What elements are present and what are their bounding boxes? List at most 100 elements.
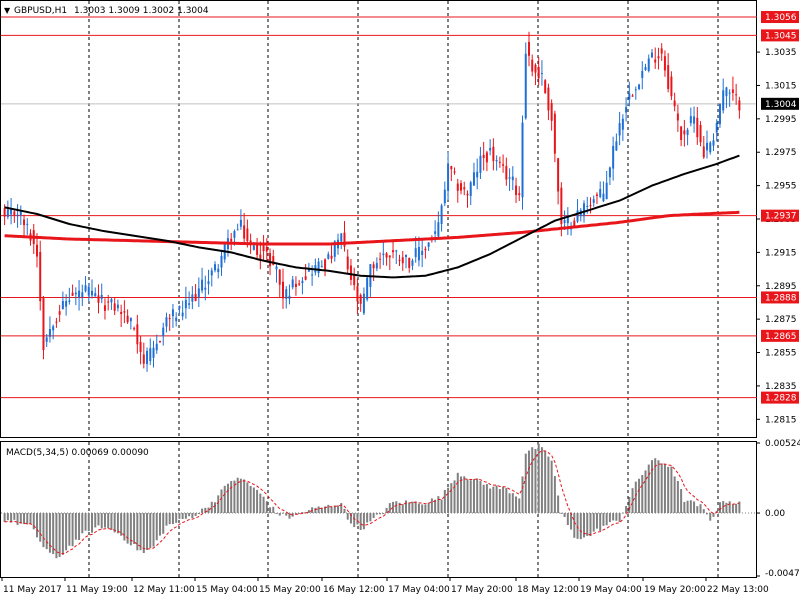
candle-body bbox=[58, 311, 61, 315]
ma-fast-line bbox=[4, 154, 740, 279]
macd-bar bbox=[550, 460, 553, 514]
candle-body bbox=[583, 203, 586, 217]
macd-bar bbox=[485, 484, 488, 514]
macd-bar bbox=[605, 513, 608, 526]
macd-bar bbox=[676, 481, 679, 514]
candle-body bbox=[81, 292, 84, 298]
macd-bar bbox=[505, 488, 508, 514]
macd-bar bbox=[385, 507, 388, 514]
candle-body bbox=[667, 65, 670, 89]
macd-bar bbox=[592, 513, 595, 532]
level-lines[interactable] bbox=[1, 16, 757, 399]
macd-bar bbox=[472, 479, 475, 514]
macd-bar bbox=[424, 504, 427, 514]
macd-bar bbox=[197, 513, 200, 515]
macd-bar bbox=[379, 513, 382, 515]
candle-body bbox=[592, 199, 595, 203]
macd-bar bbox=[647, 464, 650, 514]
price-axis: 1.30351.30151.29951.29751.29551.29351.29… bbox=[756, 11, 800, 579]
macd-bar bbox=[184, 513, 187, 519]
collapse-triangle-icon[interactable]: ▼ bbox=[4, 6, 11, 15]
level-price-tag-label: 1.3045 bbox=[765, 31, 797, 41]
macd-bar bbox=[706, 513, 709, 515]
macd-bar bbox=[599, 513, 602, 531]
price-tick-label: 1.2895 bbox=[765, 282, 797, 292]
macd-bar bbox=[498, 489, 501, 514]
macd-bar bbox=[408, 502, 411, 514]
candle-body bbox=[317, 261, 320, 274]
macd-bar bbox=[544, 450, 547, 514]
candle-body bbox=[278, 269, 281, 285]
macd-bar bbox=[52, 513, 55, 555]
macd-bar bbox=[139, 513, 142, 551]
candle-body bbox=[379, 258, 382, 260]
candle-body bbox=[492, 146, 495, 161]
candle-body bbox=[718, 104, 721, 125]
grid-layer bbox=[1, 1, 756, 577]
ohlc-values: 1.3003 1.3009 1.3002 1.3004 bbox=[74, 6, 209, 16]
macd-bar bbox=[718, 502, 721, 514]
candle-body bbox=[686, 129, 689, 135]
time-tick-label: 18 May 12:00 bbox=[517, 585, 579, 595]
macd-bar bbox=[68, 513, 71, 546]
candle-body bbox=[168, 318, 171, 320]
level-price-tag bbox=[761, 29, 799, 42]
macd-bar bbox=[246, 482, 249, 514]
candle-body bbox=[74, 292, 77, 295]
candle-body bbox=[307, 268, 310, 272]
macd-bar bbox=[466, 479, 469, 514]
macd-bar bbox=[492, 486, 495, 514]
candle-body bbox=[706, 142, 709, 151]
macd-bar bbox=[680, 489, 683, 514]
time-tick-label: 17 May 20:00 bbox=[451, 585, 513, 595]
candle-body bbox=[233, 231, 236, 238]
candle-body bbox=[207, 281, 210, 285]
candle-body bbox=[414, 248, 417, 258]
macd-bar bbox=[155, 513, 158, 541]
candle-body bbox=[537, 67, 540, 79]
macd-bar bbox=[683, 501, 686, 514]
candle-body bbox=[116, 304, 119, 309]
candle-body bbox=[518, 193, 521, 196]
candle-body bbox=[181, 312, 184, 317]
time-tick-label: 11 May 19:00 bbox=[66, 585, 128, 595]
candle-body bbox=[634, 89, 637, 91]
candle-body bbox=[304, 276, 307, 280]
macd-bar bbox=[97, 513, 100, 526]
macd-bar bbox=[618, 513, 621, 522]
macd-bar bbox=[181, 513, 184, 520]
macd-bar bbox=[489, 488, 492, 514]
candle-body bbox=[243, 225, 246, 239]
candle-body bbox=[388, 255, 391, 258]
macd-bar bbox=[502, 486, 505, 514]
macd-bar bbox=[45, 513, 48, 550]
candle-body bbox=[136, 324, 139, 345]
candle-body bbox=[220, 255, 223, 268]
candle-body bbox=[301, 280, 304, 284]
macd-bar bbox=[146, 513, 149, 550]
candle-body bbox=[35, 244, 38, 257]
macd-bar bbox=[589, 513, 592, 537]
candle-body bbox=[463, 187, 466, 190]
candle-body bbox=[472, 172, 475, 186]
macd-bar bbox=[58, 513, 61, 557]
candle-body bbox=[602, 193, 605, 202]
candle-body bbox=[91, 290, 94, 296]
macd-bar bbox=[217, 495, 220, 514]
macd-bar bbox=[330, 506, 333, 514]
macd-bar bbox=[3, 513, 6, 522]
candle-body bbox=[615, 141, 618, 151]
candle-body bbox=[476, 171, 479, 178]
candle-body bbox=[511, 176, 514, 181]
macd-bar bbox=[168, 513, 171, 525]
macd-bar bbox=[518, 498, 521, 514]
candle-body bbox=[709, 142, 712, 153]
macd-bar bbox=[553, 476, 556, 514]
macd-bar bbox=[731, 504, 734, 514]
price-tick-label: 1.3015 bbox=[765, 81, 797, 91]
candle-body bbox=[411, 260, 414, 266]
macd-bar bbox=[129, 513, 132, 546]
candle-body bbox=[544, 80, 547, 93]
